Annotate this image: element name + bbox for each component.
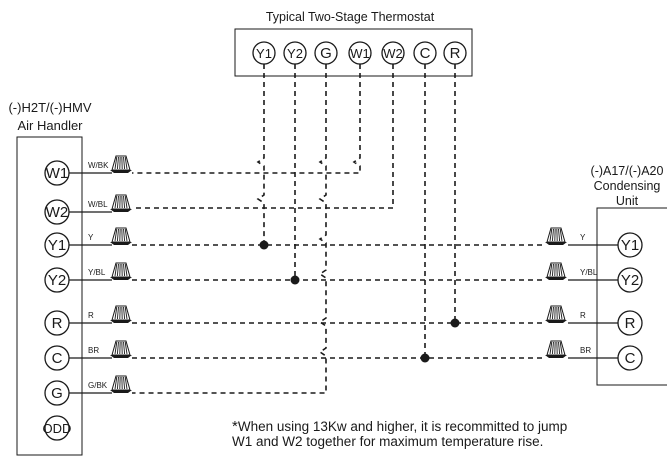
air-handler-terminal-c: C BR <box>44 340 132 371</box>
wire-nut-icon <box>110 155 132 173</box>
wire-color-label: BR <box>88 346 99 355</box>
air-handler-title: Air Handler <box>17 118 83 133</box>
air-handler-terminal-y1: Y1 Y <box>44 227 132 258</box>
condensing-unit-terminal-r: RR <box>545 305 643 336</box>
wire-nut-icon <box>545 262 567 280</box>
condensing-unit-terminal-c: C BR <box>545 340 643 371</box>
wire-w2 <box>132 64 394 209</box>
footnote-asterisk: * <box>232 418 238 435</box>
wire-g <box>132 64 327 394</box>
wire-nut-icon <box>110 340 132 358</box>
junction-c <box>420 353 430 363</box>
wire-color-label: Y <box>88 233 94 242</box>
footnote-line-1: When using 13Kw and higher, it is recomm… <box>237 419 568 434</box>
thermostat-terminal-y2: Y2 <box>283 41 307 65</box>
wire-nut-icon <box>545 227 567 245</box>
wire-nut-icon <box>545 340 567 358</box>
condensing-unit-terminal-y2: Y2 Y/BL <box>545 262 643 293</box>
terminal-label: R <box>450 45 461 62</box>
thermostat-terminal-g: G <box>314 41 338 65</box>
air-handler-terminal-y2: Y2 Y/BL <box>44 262 132 293</box>
air-handler-terminal-w1: W1 W/BK <box>44 155 132 186</box>
air-handler-model: (-)H2T/(-)HMV <box>8 100 91 115</box>
wire-color-label: R <box>580 311 586 320</box>
terminal-label: G <box>320 45 332 62</box>
terminal-label: C <box>52 350 63 367</box>
terminal-label: C <box>625 350 636 367</box>
condensing-unit-terminal-y1: Y1 Y <box>545 227 643 258</box>
wire-color-label: BR <box>580 346 591 355</box>
terminal-label: Y2 <box>621 272 639 289</box>
terminal-label: W1 <box>350 46 370 61</box>
junction-r <box>450 318 460 328</box>
terminal-label: Y2 <box>287 46 303 61</box>
air-handler-terminal-g: G G/BK <box>44 375 132 406</box>
thermostat-terminal-w1: W1 <box>348 41 372 65</box>
thermostat-terminal-w2: W2 <box>381 41 405 65</box>
wire-nut-icon <box>545 305 567 323</box>
junction-y2 <box>290 275 300 285</box>
thermostat-terminal-c: C <box>413 41 437 65</box>
wire-color-label: W/BL <box>88 200 108 209</box>
terminal-label: W2 <box>46 204 69 221</box>
terminal-label: Y2 <box>48 272 66 289</box>
wire-color-label: Y/BL <box>580 268 598 277</box>
thermostat-terminal-r: R <box>443 41 467 65</box>
footnote: *When using 13Kw and higher, it is recom… <box>232 419 652 449</box>
condensing-unit-title-unit: Unit <box>616 194 639 208</box>
wire-nut-icon <box>110 375 132 393</box>
terminal-circle <box>44 415 70 441</box>
terminal-label: W1 <box>46 165 69 182</box>
condensing-unit-title: Condensing <box>594 179 661 193</box>
terminal-label: R <box>625 315 636 332</box>
air-handler-terminal-w2: W2 W/BL <box>44 194 132 225</box>
wire-color-label: G/BK <box>88 381 108 390</box>
wire-nut-icon <box>110 305 132 323</box>
condensing-unit-model: (-)A17/(-)A20 <box>591 164 664 178</box>
terminal-label: R <box>52 315 63 332</box>
terminal-label: C <box>420 45 431 62</box>
terminal-label: G <box>51 385 63 402</box>
wire-nut-icon <box>110 262 132 280</box>
wire-color-label: R <box>88 311 94 320</box>
wire-nut-icon <box>110 227 132 245</box>
junction-y1 <box>259 240 269 250</box>
wire-color-label: W/BK <box>88 161 109 170</box>
thermostat-terminal-y1: Y1 <box>252 41 276 65</box>
footnote-line-2: W1 and W2 together for maximum temperatu… <box>232 434 544 449</box>
wire-w1 <box>132 64 361 174</box>
air-handler-box <box>16 136 83 456</box>
terminal-label: ODD <box>43 421 72 436</box>
thermostat-title: Typical Two-Stage Thermostat <box>266 10 435 24</box>
terminal-label: W2 <box>383 46 403 61</box>
wire-nut-icon <box>110 194 132 212</box>
air-handler-terminal-odd: ODD <box>43 415 72 441</box>
terminal-label: Y1 <box>48 237 66 254</box>
wire-color-label: Y <box>580 233 586 242</box>
wire-y1-drop <box>256 64 265 245</box>
terminal-label: Y1 <box>256 46 272 61</box>
terminal-label: Y1 <box>621 237 639 254</box>
wire-color-label: Y/BL <box>88 268 106 277</box>
